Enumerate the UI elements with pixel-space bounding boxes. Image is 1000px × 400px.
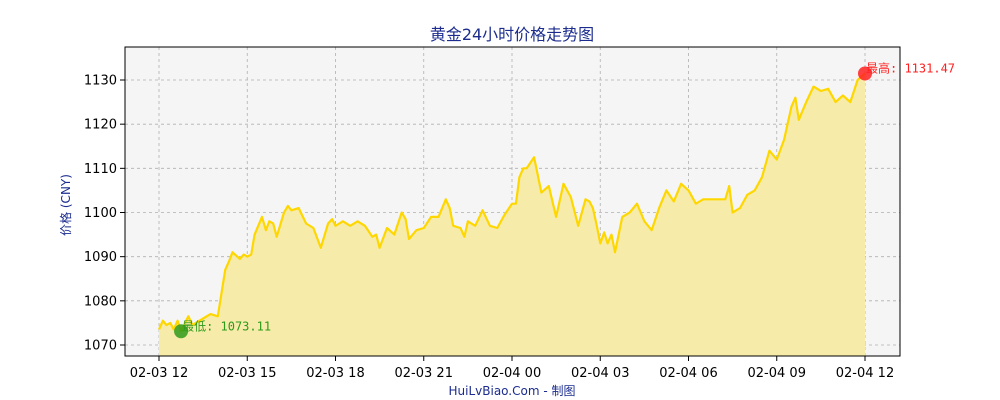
- y-tick-label: 1090: [84, 250, 117, 265]
- axis-ticks: 02-03 12 02-03 15 02-03 18 02-03 21 02-04 00…: [84, 74, 894, 382]
- low-point-marker: [174, 324, 189, 339]
- low-label: 最低: 1073.11: [182, 319, 271, 333]
- high-point-marker: [858, 66, 872, 81]
- footer-credit: HuiLvBiao.Com - 制图: [449, 384, 576, 398]
- y-tick-label: 1100: [84, 206, 117, 221]
- y-tick-label: 1130: [84, 74, 117, 89]
- y-tick-label: 1120: [84, 118, 117, 133]
- x-tick-label: 02-03 18: [306, 366, 364, 381]
- y-tick-label: 1080: [84, 294, 117, 309]
- chart-title: 黄金24小时价格走势图: [430, 25, 594, 44]
- annotations: 最高: 1131.47 最低: 1073.11: [174, 61, 955, 339]
- x-tick-label: 02-03 21: [395, 366, 453, 381]
- y-axis-label: 价格 (CNY): [58, 174, 73, 236]
- x-tick-label: 02-04 03: [571, 366, 629, 381]
- y-tick-label: 1070: [84, 339, 117, 354]
- x-tick-label: 02-04 06: [659, 366, 717, 381]
- x-tick-label: 02-03 15: [218, 366, 276, 381]
- y-tick-label: 1110: [84, 162, 117, 177]
- price-line: [157, 72, 866, 333]
- price-area-fill: [159, 73, 865, 356]
- x-tick-label: 02-04 12: [836, 366, 894, 381]
- x-tick-label: 02-03 12: [130, 366, 188, 381]
- x-tick-label: 02-04 09: [748, 366, 806, 381]
- x-tick-label: 02-04 00: [483, 366, 541, 381]
- high-label: 最高: 1131.47: [866, 61, 955, 76]
